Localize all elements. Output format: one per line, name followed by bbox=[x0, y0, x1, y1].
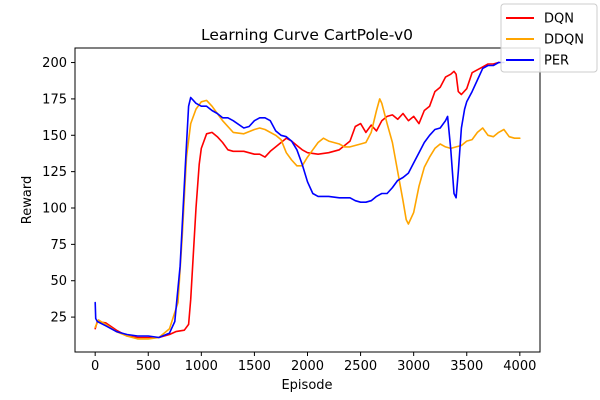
y-tick-label: 75 bbox=[50, 238, 67, 253]
y-tick-label: 150 bbox=[42, 129, 67, 144]
y-axis-title: Reward bbox=[20, 176, 35, 224]
y-tick-label: 125 bbox=[42, 165, 67, 180]
x-tick-label: 0 bbox=[91, 359, 99, 374]
y-axis: 25 50 75 100 125 150 175 200 bbox=[42, 56, 75, 326]
y-tick-label: 175 bbox=[42, 92, 67, 107]
legend-box bbox=[500, 3, 598, 73]
legend-label-ddqn: DDQN bbox=[544, 33, 584, 48]
legend-items: DQN DDQN PER bbox=[506, 12, 584, 69]
y-tick-label: 50 bbox=[50, 274, 67, 289]
series-line-dqn bbox=[94, 61, 500, 339]
x-tick-label: 3500 bbox=[450, 359, 483, 374]
legend-label-dqn: DQN bbox=[544, 12, 574, 27]
plot-area: 0 500 1000 1500 2000 2500 3000 3500 4000 25 50 75 1… bbox=[42, 47, 541, 374]
y-tick-label: 25 bbox=[50, 311, 67, 326]
series-layer bbox=[94, 61, 521, 340]
x-axis-title: Episode bbox=[281, 378, 332, 393]
x-tick-label: 2000 bbox=[291, 359, 324, 374]
x-tick-label: 1000 bbox=[185, 359, 218, 374]
y-tick-label: 100 bbox=[42, 202, 67, 217]
x-tick-label: 500 bbox=[136, 359, 161, 374]
x-tick-label: 4000 bbox=[503, 359, 536, 374]
x-axis: 0 500 1000 1500 2000 2500 3000 3500 4000 bbox=[91, 352, 536, 374]
legend: DQN DDQN PER bbox=[500, 3, 598, 73]
series-line-ddqn bbox=[94, 98, 521, 340]
x-tick-label: 3000 bbox=[397, 359, 430, 374]
y-tick-label: 200 bbox=[42, 56, 67, 71]
legend-label-per: PER bbox=[544, 54, 569, 69]
x-tick-label: 1500 bbox=[238, 359, 271, 374]
x-tick-label: 2500 bbox=[344, 359, 377, 374]
chart-title: Learning Curve CartPole-v0 bbox=[201, 26, 413, 44]
series-line-per bbox=[94, 61, 505, 339]
